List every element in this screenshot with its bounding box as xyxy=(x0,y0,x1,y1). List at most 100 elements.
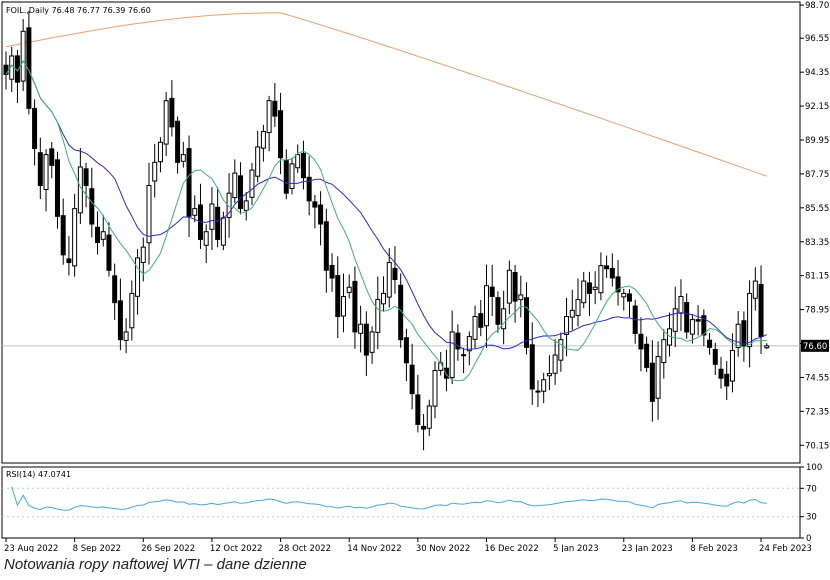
candle-body xyxy=(558,339,564,361)
candle-body xyxy=(661,339,667,364)
candle-body xyxy=(718,368,724,379)
candle-body xyxy=(60,215,66,256)
candle-body xyxy=(495,297,501,325)
x-tick-label: 5 Jan 2023 xyxy=(553,544,599,552)
candle-body xyxy=(684,301,690,333)
candle-body xyxy=(323,221,329,271)
candle-body xyxy=(626,293,632,302)
rsi-tick-label: 100 xyxy=(806,463,822,473)
candle-body xyxy=(655,356,661,399)
candle-body xyxy=(272,100,278,117)
candle-body xyxy=(43,154,49,190)
candle-body xyxy=(20,30,26,82)
candle-body xyxy=(249,169,255,198)
x-tick-label: 23 Jan 2023 xyxy=(622,544,673,552)
candle-body xyxy=(300,152,306,179)
y-tick-label: 94.35 xyxy=(805,68,829,78)
rsi-line xyxy=(11,486,767,511)
candle-body xyxy=(369,331,375,353)
candle-body xyxy=(461,354,467,357)
candle-body xyxy=(77,166,83,214)
candle-body xyxy=(306,176,312,202)
candle-body xyxy=(381,292,387,305)
candle-body xyxy=(552,354,558,374)
candle-body xyxy=(72,208,78,267)
candle-body xyxy=(535,390,541,393)
rsi-tick-label: 30 xyxy=(806,513,817,523)
y-tick-label: 89.95 xyxy=(805,136,829,146)
ma10-line xyxy=(5,60,767,382)
candle-body xyxy=(215,206,221,240)
candle-body xyxy=(346,286,352,293)
y-tick-label: 85.55 xyxy=(805,204,829,214)
candle-body xyxy=(186,148,192,217)
rsi-tick-label: 70 xyxy=(806,484,817,494)
x-tick-label: 14 Nov 2022 xyxy=(347,544,401,552)
candle-body xyxy=(615,276,621,293)
candle-body xyxy=(575,299,581,316)
candle-body xyxy=(707,339,713,348)
candle-body xyxy=(724,373,730,387)
candle-body xyxy=(752,280,758,299)
candle-body xyxy=(278,110,284,159)
current-price-label: 76.60 xyxy=(803,342,827,352)
candle-body xyxy=(409,364,415,395)
candle-body xyxy=(449,331,455,379)
candle-body xyxy=(123,331,129,341)
candle-body xyxy=(598,265,604,294)
candle-body xyxy=(289,163,295,189)
candle-body xyxy=(501,308,507,330)
ma200-line xyxy=(5,12,767,177)
candle-body xyxy=(455,332,461,350)
y-tick-label: 74.55 xyxy=(805,373,829,383)
candle-body xyxy=(483,285,489,327)
candle-body xyxy=(203,231,209,246)
candle-body xyxy=(180,154,186,162)
candle-body xyxy=(432,369,438,407)
candle-body xyxy=(529,344,535,390)
candle-body xyxy=(443,367,449,379)
rsi-legend: RSI(14) 47.0741 xyxy=(6,470,71,479)
x-tick-label: 12 Oct 2022 xyxy=(210,544,263,552)
chart-svg: FOIL.,Daily 76.48 76.77 76.39 76.60 RSI(1… xyxy=(1,1,829,554)
candle-body xyxy=(678,295,684,314)
rsi-tick-label: 0 xyxy=(806,534,811,544)
x-tick-label: 28 Oct 2022 xyxy=(279,544,332,552)
candle-body xyxy=(220,217,226,246)
y-tick-label: 83.35 xyxy=(805,238,829,248)
chart-symbol-header: FOIL.,Daily 76.48 76.77 76.39 76.60 xyxy=(6,6,151,15)
candle-body xyxy=(232,172,238,199)
candle-body xyxy=(255,146,261,177)
candle-body xyxy=(421,425,427,430)
candle-body xyxy=(66,258,72,264)
candle-body xyxy=(352,280,358,333)
candle-body xyxy=(506,269,512,304)
candle-body xyxy=(32,107,38,149)
y-tick-label: 70.15 xyxy=(805,441,829,451)
candle-body xyxy=(329,265,335,279)
candle-body xyxy=(426,405,432,429)
candle-body xyxy=(609,267,615,279)
candle-body xyxy=(266,100,272,134)
candle-body xyxy=(466,336,472,352)
candle-body xyxy=(106,234,112,271)
candle-body xyxy=(312,201,318,208)
x-tick-label: 30 Nov 2022 xyxy=(416,544,470,552)
candle-body xyxy=(318,204,324,225)
candle-body xyxy=(586,282,592,294)
main-plot-frame xyxy=(1,1,801,464)
candle-body xyxy=(764,345,770,349)
y-tick-label: 72.35 xyxy=(805,407,829,417)
candle-body xyxy=(701,315,707,336)
candle-body xyxy=(54,159,60,217)
candle-body xyxy=(392,267,398,281)
candle-body xyxy=(403,337,409,364)
current-price-badge xyxy=(801,339,829,352)
y-tick-label: 78.95 xyxy=(805,306,829,316)
candle-body xyxy=(83,168,89,186)
candle-body xyxy=(689,319,695,335)
candle-body xyxy=(112,275,118,304)
candle-body xyxy=(541,379,547,392)
x-tick-label: 26 Sep 2022 xyxy=(141,544,195,552)
